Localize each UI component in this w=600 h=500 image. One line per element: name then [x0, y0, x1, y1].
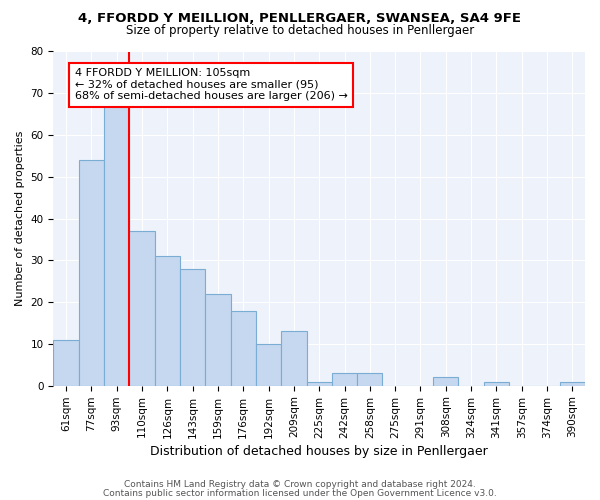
Bar	[307, 382, 332, 386]
X-axis label: Distribution of detached houses by size in Penllergaer: Distribution of detached houses by size …	[151, 444, 488, 458]
Bar	[130, 231, 155, 386]
Text: Contains public sector information licensed under the Open Government Licence v3: Contains public sector information licen…	[103, 488, 497, 498]
Text: Contains HM Land Registry data © Crown copyright and database right 2024.: Contains HM Land Registry data © Crown c…	[124, 480, 476, 489]
Text: Size of property relative to detached houses in Penllergaer: Size of property relative to detached ho…	[126, 24, 474, 37]
Bar	[230, 310, 256, 386]
Bar	[256, 344, 281, 386]
Bar	[281, 332, 307, 386]
Y-axis label: Number of detached properties: Number of detached properties	[15, 131, 25, 306]
Bar	[433, 378, 458, 386]
Bar	[484, 382, 509, 386]
Text: 4, FFORDD Y MEILLION, PENLLERGAER, SWANSEA, SA4 9FE: 4, FFORDD Y MEILLION, PENLLERGAER, SWANS…	[79, 12, 521, 26]
Bar	[560, 382, 585, 386]
Bar	[180, 268, 205, 386]
Bar	[357, 373, 382, 386]
Bar	[104, 106, 130, 386]
Bar	[205, 294, 230, 386]
Bar	[79, 160, 104, 386]
Bar	[53, 340, 79, 386]
Text: 4 FFORDD Y MEILLION: 105sqm
← 32% of detached houses are smaller (95)
68% of sem: 4 FFORDD Y MEILLION: 105sqm ← 32% of det…	[75, 68, 348, 102]
Bar	[155, 256, 180, 386]
Bar	[332, 373, 357, 386]
